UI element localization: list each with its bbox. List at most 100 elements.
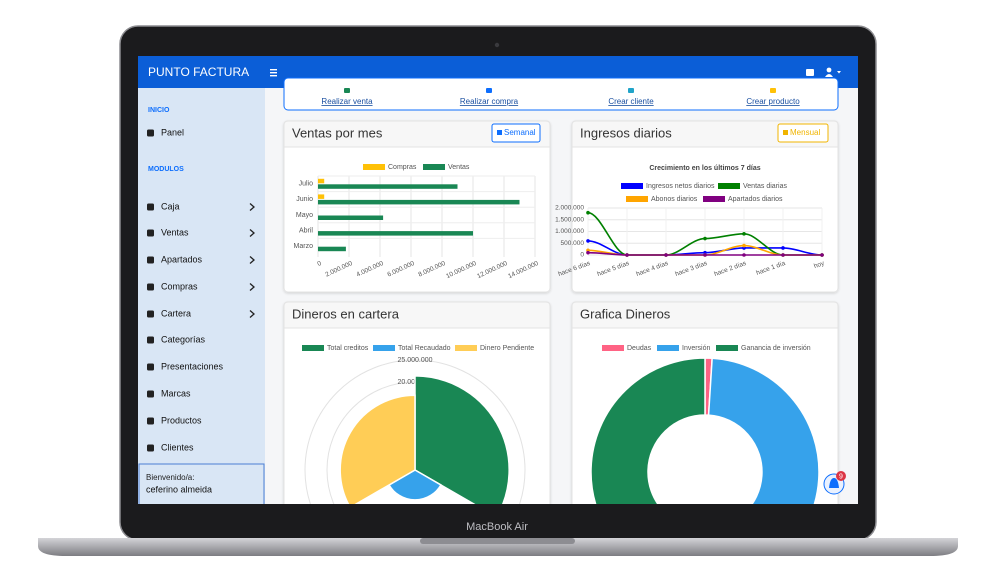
legend-label: Ventas diarias (743, 183, 787, 190)
brand[interactable]: PUNTO FACTURA (148, 65, 249, 79)
legend-label: Ganancia de inversión (741, 345, 811, 352)
user-icon-body (825, 74, 833, 77)
quick-actions-card (283, 77, 839, 111)
sidebar-item[interactable]: Caja (161, 201, 180, 211)
legend-swatch (626, 196, 648, 202)
sidebar-icon (147, 310, 154, 318)
notification-count: 9 (839, 473, 843, 480)
action-icon (770, 88, 776, 93)
legend-label: Total creditos (327, 345, 369, 352)
device-label: MacBook Air (466, 521, 528, 533)
legend-label: Apartados diarios (728, 196, 783, 203)
action-link[interactable]: Realizar compra (460, 97, 519, 106)
doughnut-slice (707, 357, 820, 504)
screen: PUNTO FACTURA INICIO Panel MODULOS Caja Venta… (138, 56, 858, 504)
bar (318, 231, 473, 236)
legend-label: Total Recaudado (398, 345, 451, 352)
button-icon (497, 130, 502, 135)
menu-icon[interactable] (270, 72, 277, 74)
legend-swatch (716, 345, 738, 351)
sidebar-item[interactable]: Apartados (161, 254, 203, 264)
y-tick-label: 2.000.000 (555, 205, 584, 212)
store-icon[interactable] (806, 69, 814, 76)
sidebar-item[interactable]: Ventas (161, 227, 189, 237)
sidebar-item[interactable]: Presentaciones (161, 361, 224, 371)
chart-subtitle: Crecimiento en los últimos 7 días (649, 165, 760, 172)
chevron[interactable] (249, 256, 255, 264)
sidebar-section-title: MODULOS (148, 166, 184, 173)
chevron[interactable] (249, 283, 255, 291)
line-point (586, 250, 590, 255)
legend-swatch (423, 164, 445, 170)
button-icon (783, 130, 788, 135)
period-button-label[interactable]: Semanal (504, 128, 536, 137)
x-tick-label: 0 (316, 260, 323, 268)
action-link[interactable]: Crear cliente (608, 97, 654, 106)
y-tick-label: 1.500.000 (555, 216, 584, 223)
action-link[interactable]: Realizar venta (321, 97, 373, 106)
period-button[interactable] (777, 123, 829, 143)
legend-swatch (602, 345, 624, 351)
line-point (820, 253, 824, 257)
menu-icon[interactable] (270, 75, 277, 77)
chevron[interactable] (249, 310, 255, 318)
period-button[interactable] (491, 123, 541, 143)
card-title: Grafica Dineros (580, 306, 671, 321)
radial-tick-label: 25.000.000 (397, 357, 432, 364)
legend-label: Compras (388, 164, 417, 171)
period-button-label[interactable]: Mensual (790, 128, 820, 137)
sidebar-item[interactable]: Categorías (161, 334, 206, 344)
chevron[interactable] (249, 229, 255, 237)
sidebar-icon (147, 390, 154, 398)
action-icon (344, 88, 350, 93)
line-point (781, 246, 785, 250)
menu-icon[interactable] (270, 69, 277, 71)
bar (318, 178, 325, 184)
action-link[interactable]: Crear producto (746, 97, 800, 106)
line-point (625, 253, 629, 257)
radial-grid (304, 359, 526, 504)
legend-swatch (373, 345, 395, 351)
legend-swatch (363, 164, 385, 170)
sidebar-icon (147, 256, 154, 264)
sidebar-item[interactable]: Marcas (161, 388, 191, 398)
action-icon (628, 88, 634, 93)
bell-icon (829, 478, 839, 488)
notification-badge (836, 471, 846, 481)
legend-label: Ventas (448, 164, 470, 171)
legend-label: Inversión (682, 345, 711, 352)
welcome-label: Bienvenido/a: (146, 473, 194, 482)
sidebar-item[interactable]: Clientes (161, 442, 194, 452)
x-tick-label: hoy (813, 260, 826, 270)
sidebar-item[interactable]: Compras (161, 281, 198, 291)
sidebar-item[interactable]: Productos (161, 415, 202, 425)
card-header (571, 120, 839, 148)
polar-sector (414, 375, 510, 504)
line-point (742, 232, 746, 236)
bar (318, 215, 384, 220)
legend-swatch (455, 345, 477, 351)
action-icon (486, 88, 492, 93)
line-point (586, 210, 590, 215)
sidebar-item[interactable]: Panel (161, 127, 184, 137)
line-point (742, 253, 746, 257)
polar-sector (339, 394, 416, 504)
y-tick-label: Marzo (294, 243, 314, 250)
sidebar-icon (147, 336, 154, 344)
line-point (664, 253, 668, 257)
y-tick-label: Junio (296, 196, 313, 203)
card-header (283, 301, 551, 329)
line-point (703, 236, 707, 241)
sidebar-item[interactable]: Cartera (161, 308, 191, 318)
card-title: Ventas por mes (292, 125, 383, 140)
sidebar-icon (147, 203, 154, 211)
legend-swatch (718, 183, 740, 189)
base-notch (420, 538, 575, 544)
chevron[interactable] (249, 203, 255, 211)
bar (318, 194, 325, 199)
y-tick-label: 500.000 (561, 240, 585, 247)
sidebar-icon (147, 129, 154, 137)
sidebar (138, 88, 265, 504)
user-icon[interactable] (826, 67, 832, 73)
